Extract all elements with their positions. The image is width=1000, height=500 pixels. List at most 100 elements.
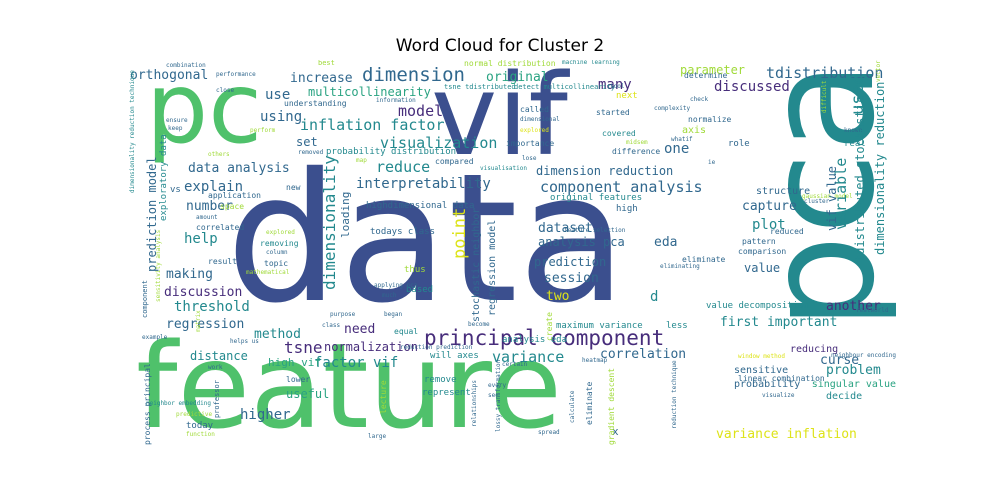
word-began: began — [384, 311, 403, 318]
word-discussed: discussed — [714, 79, 790, 95]
word-reduce: reduce — [376, 158, 431, 176]
word-removing: removing — [260, 239, 299, 248]
word-example: example — [142, 334, 168, 341]
word-high-vif: high vif — [268, 356, 321, 369]
word-value-decomposition: value decomposition — [706, 301, 809, 311]
word-factor-vif: factor vif — [314, 355, 399, 371]
word-inflation-factor: inflation factor — [300, 116, 445, 134]
word-dimensionality: dimensionality — [320, 155, 339, 290]
word-two: two — [546, 289, 570, 304]
word-known: known — [844, 127, 863, 134]
word-less: less — [666, 321, 688, 331]
word-calculate: calculate — [569, 390, 576, 423]
word-explored: explored — [520, 127, 549, 134]
word-check: check — [690, 96, 709, 103]
word-feature-selection: feature selection — [564, 227, 626, 234]
word-gradient-descent: gradient descent — [607, 367, 616, 445]
word-every: every — [488, 382, 507, 389]
word-realworld: realworld — [856, 307, 889, 314]
word-difference: difference — [612, 147, 661, 156]
word-midsem: midsem — [626, 139, 648, 146]
word-eda: eda — [654, 235, 678, 250]
word-tool: tool — [610, 83, 625, 90]
word-visualize: visualize — [762, 392, 795, 399]
word-dimension: dimension — [362, 64, 465, 86]
word-tsne: tsne — [284, 338, 323, 357]
word-help: help — [184, 231, 218, 247]
word-regression-model: regression model — [487, 220, 498, 317]
word-today: today — [186, 421, 214, 431]
word-component-analysis: component analysis — [540, 178, 703, 196]
word-new: new — [286, 183, 301, 192]
word-exploratory-data: exploratory data — [159, 134, 169, 221]
word-method: method — [254, 327, 301, 342]
word-vs: vs — [170, 185, 181, 195]
word-principal-component: principal component — [424, 326, 665, 350]
word-highdimensional-data: highdimensional data — [366, 201, 475, 211]
word-pattern: pattern — [742, 237, 776, 246]
word-tsne-tdistributed: tsne tdistributed — [444, 83, 516, 91]
word-variance: variance — [492, 348, 565, 366]
word-comparison: comparison — [738, 247, 787, 256]
word-matrix: matrix — [195, 310, 202, 332]
word-prediction: prediction — [534, 255, 607, 269]
word-next: next — [616, 91, 638, 101]
word-higher: higher — [240, 407, 291, 423]
word-professor: professor — [213, 380, 221, 418]
word-ensure: ensure — [166, 117, 188, 124]
word-visualisation: visualisation — [480, 165, 527, 172]
word-axis: axis — [682, 125, 707, 136]
word-parameter: parameter — [680, 63, 746, 77]
word-role: role — [728, 139, 750, 149]
word-covered: covered — [602, 129, 636, 138]
word-maximum-variance: maximum variance — [556, 321, 643, 331]
word-another: another — [826, 299, 881, 314]
word-normalize: normalize — [688, 115, 732, 124]
word-analysis-pca: analysis pca — [538, 235, 625, 249]
word-probability: probability — [734, 379, 801, 390]
word-work: work — [208, 364, 223, 371]
word-topic: topic — [264, 259, 289, 268]
word-stochastic-neighbor: stochastic neighbor — [471, 208, 482, 323]
word-singular-value: singular value — [811, 379, 896, 390]
word-session: session — [544, 271, 599, 286]
word-set: set — [296, 135, 318, 149]
word-best: best — [318, 60, 335, 67]
word-explored: explored — [266, 229, 295, 236]
word-difficult: difficult — [821, 80, 828, 113]
word-whatif: whatif — [671, 136, 693, 143]
word-variance-inflation: variance inflation — [716, 427, 857, 442]
word-feature: feature — [136, 317, 563, 445]
word-eliminate: eliminate — [682, 255, 726, 264]
word-reduced: reduced — [770, 227, 804, 236]
word-result: result — [208, 257, 237, 266]
word-determine: determine — [684, 71, 728, 80]
word-become: become — [468, 321, 490, 328]
word-eliminating: eliminating — [660, 263, 700, 270]
word-vector: vector — [875, 60, 882, 82]
word-sensitive: sensitive — [734, 365, 789, 376]
word-information: information — [376, 97, 416, 104]
word-gaussian-model: gaussian model — [802, 193, 853, 200]
word-large: large — [368, 433, 387, 440]
word-dimensional: dimensional — [520, 116, 560, 123]
word-todays-class: todays class — [370, 227, 436, 237]
word-much: much — [382, 292, 397, 299]
word-curse: curse — [820, 353, 860, 368]
word-mathematical: mathematical — [246, 269, 290, 276]
word-real: real — [844, 139, 866, 149]
word-value: value — [744, 261, 781, 275]
word-making: making — [166, 267, 213, 282]
word-problem: problem — [826, 363, 881, 378]
word-linear-combination: linear combination — [738, 374, 825, 383]
word-dataset: dataset — [538, 221, 593, 236]
word-close: close — [216, 87, 235, 94]
word-heatmap: heatmap — [582, 357, 608, 364]
word-cluster: cluster — [804, 198, 830, 205]
word-detect-multicollinearity: detect multicollinearity — [514, 83, 616, 91]
word-using: using — [260, 109, 303, 125]
word-predictive: predictive — [176, 411, 213, 418]
word-multicollinearity: multicollinearity — [308, 85, 431, 99]
word-map: map — [356, 157, 367, 164]
word-relationships: relationships — [471, 380, 478, 427]
